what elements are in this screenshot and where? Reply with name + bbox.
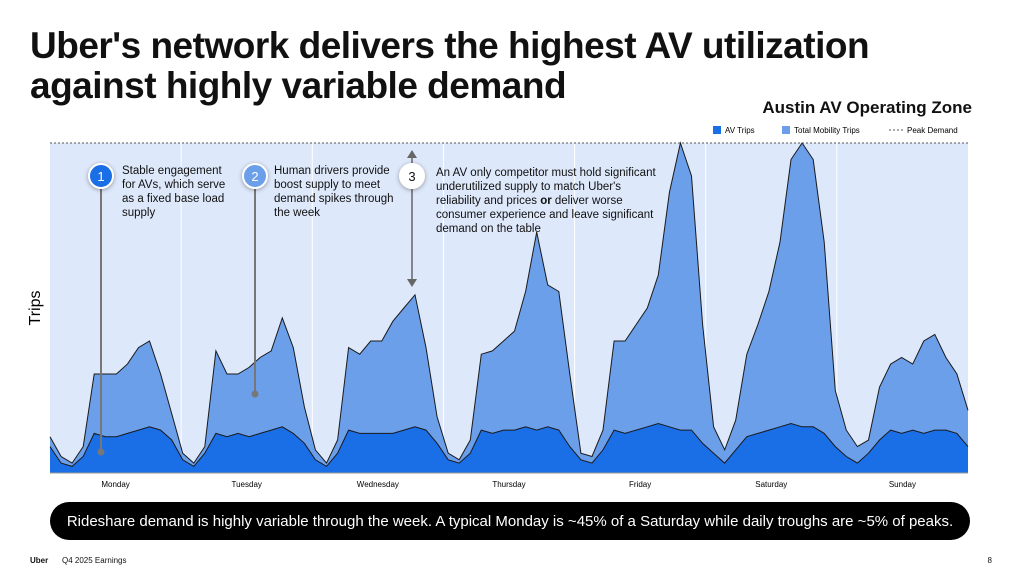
annotation: An AV only competitor must hold signific… <box>436 166 661 236</box>
x-tick-label: Sunday <box>889 480 916 489</box>
callout-number: 1 <box>97 169 104 184</box>
legend-label: AV Trips <box>725 126 755 135</box>
y-axis-label: Trips <box>27 291 44 326</box>
x-tick-label: Wednesday <box>357 480 399 489</box>
legend-label: Total Mobility Trips <box>794 126 860 135</box>
annotation-text: An AV only competitor must hold signific… <box>436 167 656 207</box>
chart-subtitle: Austin AV Operating Zone <box>762 98 972 117</box>
x-tick-label: Thursday <box>492 480 525 489</box>
x-tick-label: Monday <box>101 480 129 489</box>
x-tick-label: Saturday <box>755 480 787 489</box>
callout-number: 3 <box>408 169 415 184</box>
area <box>50 143 968 473</box>
callout-badge <box>399 163 425 189</box>
callout-dot <box>97 448 105 456</box>
callout-number: 2 <box>251 169 258 184</box>
annotation: Human drivers provide boost supply to me… <box>274 165 394 219</box>
legend-label: Peak Demand <box>907 126 958 135</box>
area <box>50 423 968 473</box>
callout-badge <box>242 163 268 189</box>
footer-report: Q4 2025 Earnings <box>62 556 127 565</box>
line <box>49 422 969 468</box>
x-tick-label: Friday <box>629 480 651 489</box>
banner-text: Rideshare demand is highly variable thro… <box>66 512 954 530</box>
arrow-head <box>407 279 417 287</box>
annotation: Stable engagement for AVs, which serve a… <box>122 165 226 219</box>
banner: Rideshare demand is highly variable thro… <box>50 502 970 540</box>
page-number: 8 <box>987 556 992 565</box>
line <box>49 141 969 465</box>
footer-brand: Uber <box>30 556 49 565</box>
x-tick-label: Tuesday <box>232 480 262 489</box>
arrow-head <box>407 150 417 158</box>
annotation-text: deliver worse consumer experience and le… <box>436 195 654 235</box>
callout-dot <box>251 390 259 398</box>
legend-swatch <box>713 126 721 134</box>
annotation-emphasis: or <box>540 195 552 207</box>
title: Uber's network delivers the highest AV u… <box>30 25 870 106</box>
legend-swatch <box>782 126 790 134</box>
callout-badge <box>88 163 114 189</box>
